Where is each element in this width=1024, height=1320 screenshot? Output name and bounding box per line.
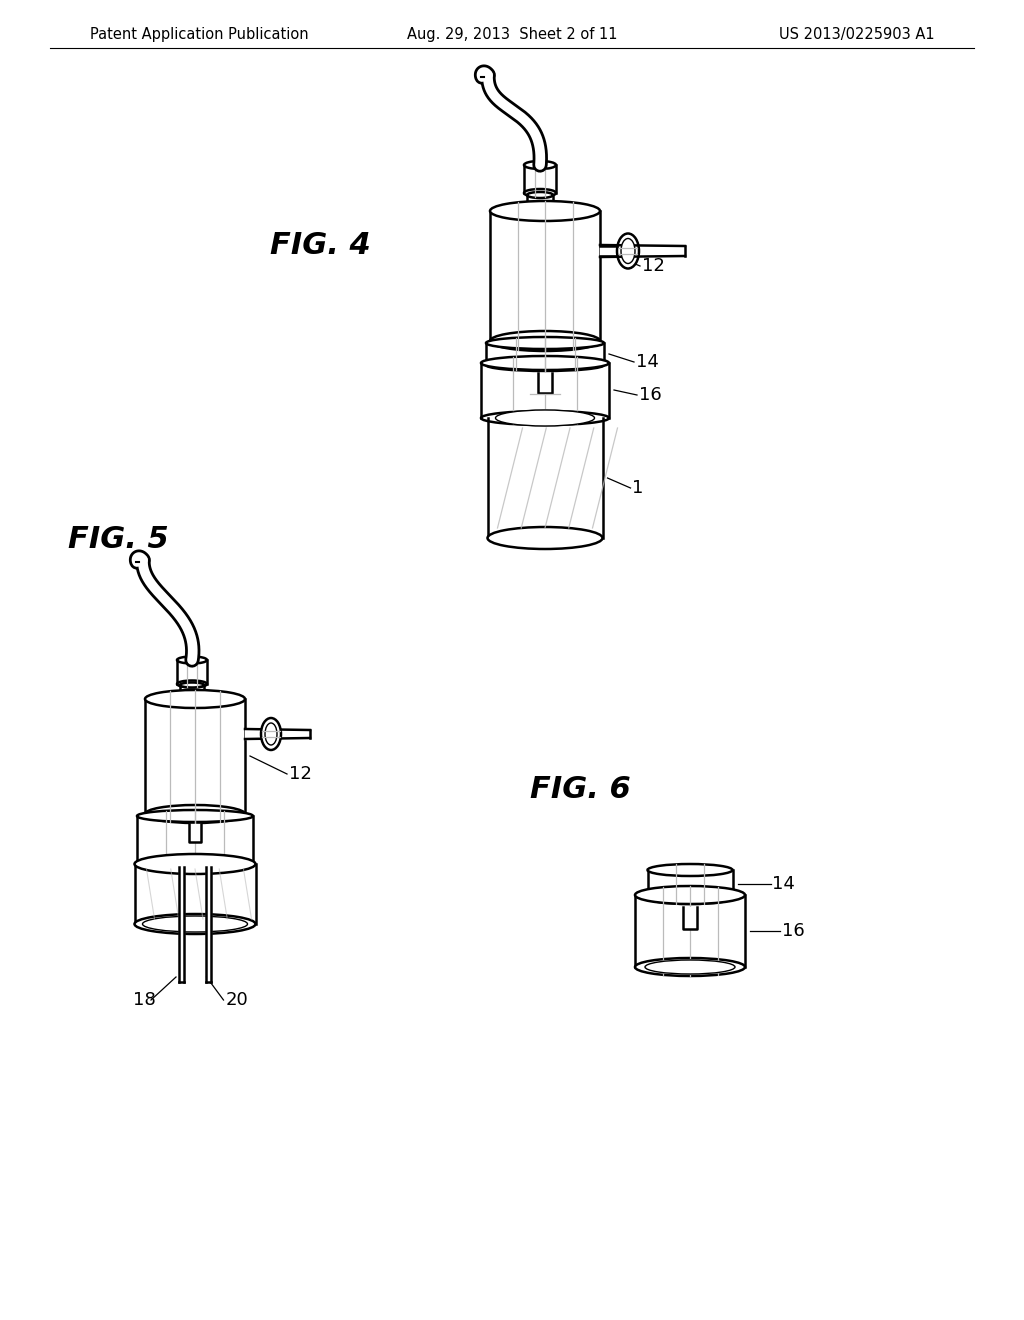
- Ellipse shape: [177, 656, 207, 664]
- Ellipse shape: [481, 411, 609, 425]
- Text: Patent Application Publication: Patent Application Publication: [90, 28, 308, 42]
- Text: 16: 16: [782, 921, 805, 940]
- Ellipse shape: [142, 916, 248, 932]
- Ellipse shape: [496, 411, 595, 426]
- Text: Aug. 29, 2013  Sheet 2 of 11: Aug. 29, 2013 Sheet 2 of 11: [407, 28, 617, 42]
- Text: 12: 12: [289, 766, 312, 783]
- Ellipse shape: [481, 356, 609, 370]
- Polygon shape: [145, 700, 245, 814]
- Ellipse shape: [137, 810, 253, 822]
- Ellipse shape: [647, 892, 732, 904]
- Polygon shape: [180, 685, 204, 694]
- Ellipse shape: [527, 191, 553, 198]
- Polygon shape: [490, 211, 600, 341]
- Ellipse shape: [530, 202, 550, 207]
- Ellipse shape: [635, 958, 745, 975]
- Ellipse shape: [621, 239, 635, 264]
- Ellipse shape: [645, 960, 735, 974]
- Text: FIG. 5: FIG. 5: [68, 525, 169, 554]
- Text: 16: 16: [639, 385, 662, 404]
- Ellipse shape: [183, 692, 201, 696]
- Ellipse shape: [490, 201, 600, 220]
- Ellipse shape: [177, 681, 207, 688]
- Ellipse shape: [265, 723, 278, 744]
- Polygon shape: [647, 870, 732, 898]
- Ellipse shape: [527, 202, 553, 209]
- Ellipse shape: [137, 858, 253, 870]
- Polygon shape: [137, 816, 253, 865]
- Ellipse shape: [145, 805, 245, 822]
- Ellipse shape: [524, 189, 556, 197]
- Ellipse shape: [183, 700, 201, 704]
- Text: 12: 12: [642, 257, 665, 275]
- Ellipse shape: [486, 359, 604, 371]
- Ellipse shape: [134, 854, 256, 874]
- Ellipse shape: [635, 886, 745, 904]
- Text: FIG. 6: FIG. 6: [530, 776, 631, 804]
- Text: 14: 14: [636, 352, 658, 371]
- Ellipse shape: [530, 210, 550, 215]
- Ellipse shape: [647, 865, 732, 876]
- Ellipse shape: [490, 331, 600, 351]
- Ellipse shape: [134, 913, 256, 935]
- Polygon shape: [530, 205, 550, 213]
- Ellipse shape: [524, 161, 556, 169]
- Text: FIG. 4: FIG. 4: [270, 231, 371, 260]
- Polygon shape: [177, 660, 207, 684]
- Polygon shape: [527, 195, 553, 205]
- Ellipse shape: [487, 527, 602, 549]
- Ellipse shape: [180, 682, 204, 688]
- Polygon shape: [183, 694, 201, 701]
- Text: 20: 20: [225, 991, 248, 1008]
- Polygon shape: [635, 895, 745, 968]
- Ellipse shape: [261, 718, 281, 750]
- Ellipse shape: [486, 337, 604, 348]
- Polygon shape: [524, 165, 556, 193]
- Polygon shape: [486, 343, 604, 366]
- Text: US 2013/0225903 A1: US 2013/0225903 A1: [779, 28, 935, 42]
- Text: 14: 14: [772, 875, 796, 894]
- Ellipse shape: [180, 692, 204, 697]
- Ellipse shape: [617, 234, 639, 268]
- Ellipse shape: [145, 690, 245, 708]
- Text: 18: 18: [133, 991, 156, 1008]
- Polygon shape: [481, 363, 609, 418]
- Text: 1: 1: [633, 479, 644, 498]
